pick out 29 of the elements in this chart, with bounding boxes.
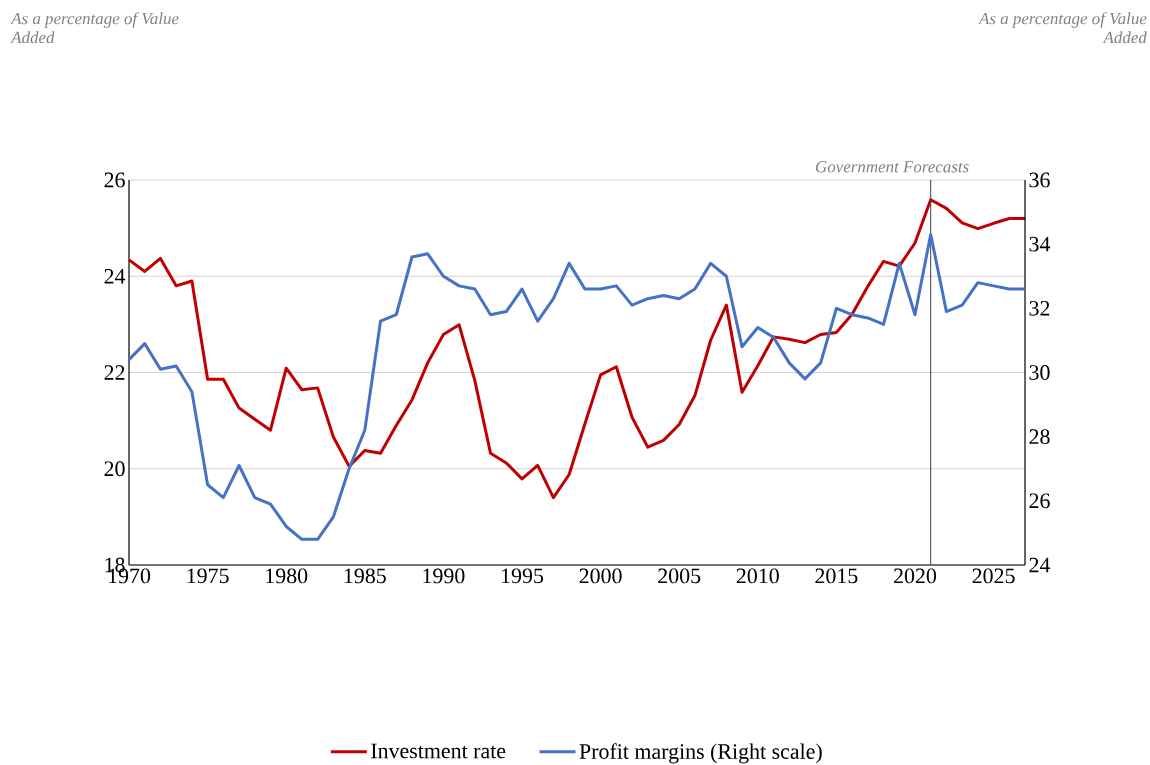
x-tick-label: 2010	[736, 568, 779, 584]
x-tick-label: 2020	[894, 568, 937, 584]
y-tick-label: 26	[104, 172, 125, 188]
x-tick-label: 2005	[658, 568, 701, 584]
ref-line-label: Government Forecasts	[816, 161, 969, 173]
line-series	[127, 198, 1027, 500]
x-tick-label: 1975	[187, 568, 229, 584]
y-tick-label: 22	[104, 365, 125, 380]
y-tick-label: 24	[104, 268, 126, 284]
legend-label: Profit margins (Right scale)	[579, 743, 822, 764]
y-tick-label: 20	[104, 461, 125, 477]
legend-label: Investment rate	[371, 743, 506, 759]
y2-tick-label: 26	[1029, 493, 1050, 509]
x-tick-label: 2025	[972, 568, 1015, 584]
x-tick-label: 1980	[266, 568, 308, 584]
line-series	[127, 233, 1027, 541]
y2-tick-label: 34	[1029, 236, 1051, 252]
y2-tick-label: 32	[1029, 300, 1050, 316]
y2-tick-label: 30	[1029, 365, 1050, 380]
y2-tick-label: 36	[1029, 172, 1050, 188]
x-tick-label: 2015	[815, 568, 858, 584]
y2-tick-label: 28	[1029, 429, 1050, 445]
y2-tick-label: 24	[1029, 557, 1051, 573]
text: As a percentage of Value Added	[978, 12, 1147, 44]
x-tick-label: 1985	[344, 568, 386, 584]
x-tick-label: 1990	[423, 568, 465, 584]
text: As a percentage of Value Added	[10, 12, 179, 44]
x-tick-label: 1995	[502, 568, 544, 584]
x-tick-label: 2000	[579, 568, 622, 584]
